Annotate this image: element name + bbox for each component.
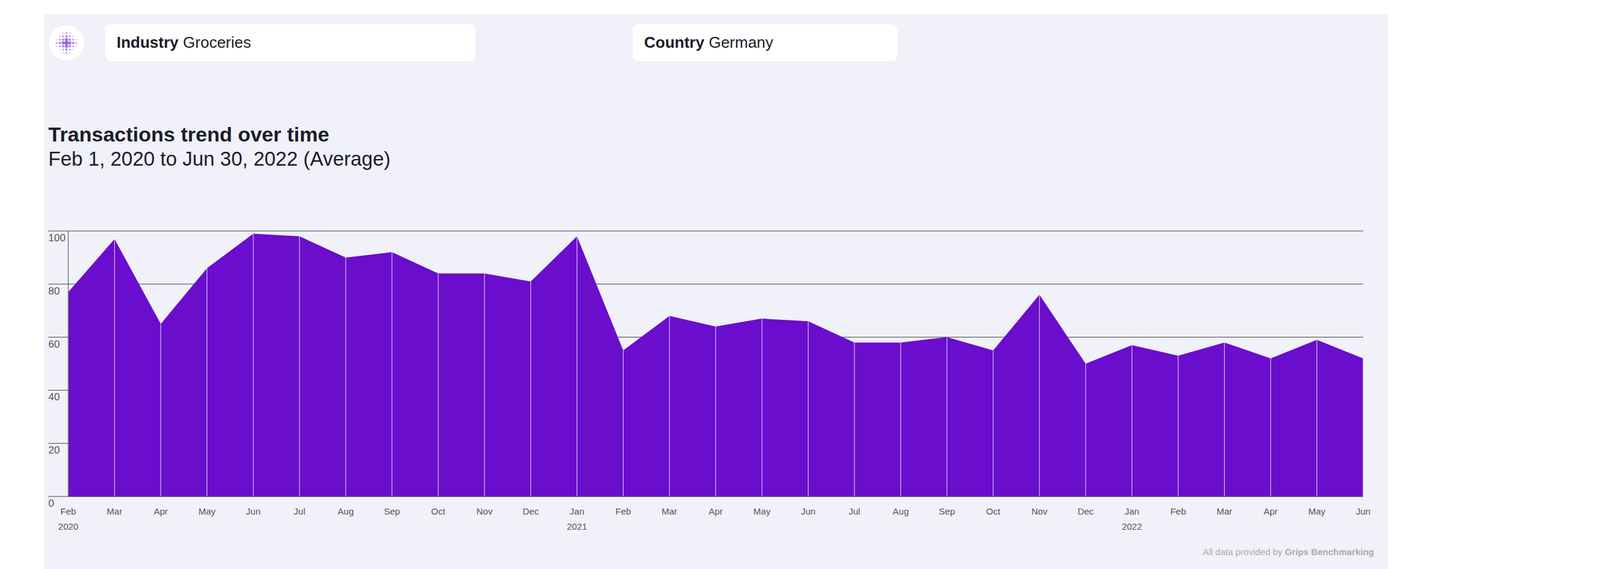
svg-text:Jun: Jun	[800, 505, 816, 517]
svg-text:Mar: Mar	[661, 505, 678, 517]
svg-text:Sep: Sep	[383, 505, 400, 517]
svg-text:Feb: Feb	[1170, 505, 1187, 517]
svg-text:Aug: Aug	[337, 505, 355, 517]
svg-text:2022: 2022	[1122, 520, 1142, 532]
html-text:All data provided by Grips Ben: All data provided by Grips Benchmarking	[1202, 546, 1375, 557]
html-text:Feb 1, 2020 to Jun 30, 2022 (A: Feb 1, 2020 to Jun 30, 2022 (Average)	[48, 147, 391, 170]
svg-text:Jul: Jul	[293, 505, 306, 517]
svg-text:May: May	[198, 505, 216, 517]
svg-text:Oct: Oct	[431, 505, 446, 517]
html-text:Industry Groceries: Industry Groceries	[116, 33, 252, 52]
svg-text:Jun: Jun	[1355, 505, 1371, 517]
svg-text:Dec: Dec	[522, 505, 539, 517]
svg-text:Dec: Dec	[1077, 505, 1094, 517]
svg-text:May: May	[753, 505, 771, 517]
svg-text:Apr: Apr	[708, 505, 723, 517]
svg-text:May: May	[1308, 505, 1326, 517]
svg-text:Jul: Jul	[848, 505, 861, 517]
svg-text:Apr: Apr	[1263, 505, 1278, 517]
svg-text:Mar: Mar	[1216, 505, 1233, 517]
svg-text:80: 80	[48, 285, 60, 297]
svg-text:Apr: Apr	[153, 505, 168, 517]
svg-text:Mar: Mar	[106, 505, 123, 517]
svg-text:0: 0	[48, 497, 54, 509]
svg-text:100: 100	[48, 232, 66, 244]
html-text:Transactions trend over time: Transactions trend over time	[48, 122, 330, 146]
svg-text:Feb: Feb	[60, 505, 77, 517]
svg-text:Nov: Nov	[1031, 505, 1048, 517]
svg-text:Jan: Jan	[1124, 505, 1139, 517]
svg-text:Jun: Jun	[245, 505, 261, 517]
svg-text:Nov: Nov	[476, 505, 493, 517]
svg-text:60: 60	[48, 338, 60, 350]
svg-text:Aug: Aug	[892, 505, 909, 517]
svg-text:2021: 2021	[566, 520, 587, 532]
svg-text:Sep: Sep	[938, 505, 956, 517]
svg-text:20: 20	[48, 444, 60, 456]
html-text:Country Germany: Country Germany	[644, 33, 774, 52]
svg-text:Feb: Feb	[615, 505, 631, 517]
svg-text:2020: 2020	[58, 520, 78, 532]
svg-text:Jan: Jan	[569, 505, 585, 517]
svg-text:Oct: Oct	[986, 505, 1001, 517]
svg-text:40: 40	[48, 390, 60, 403]
